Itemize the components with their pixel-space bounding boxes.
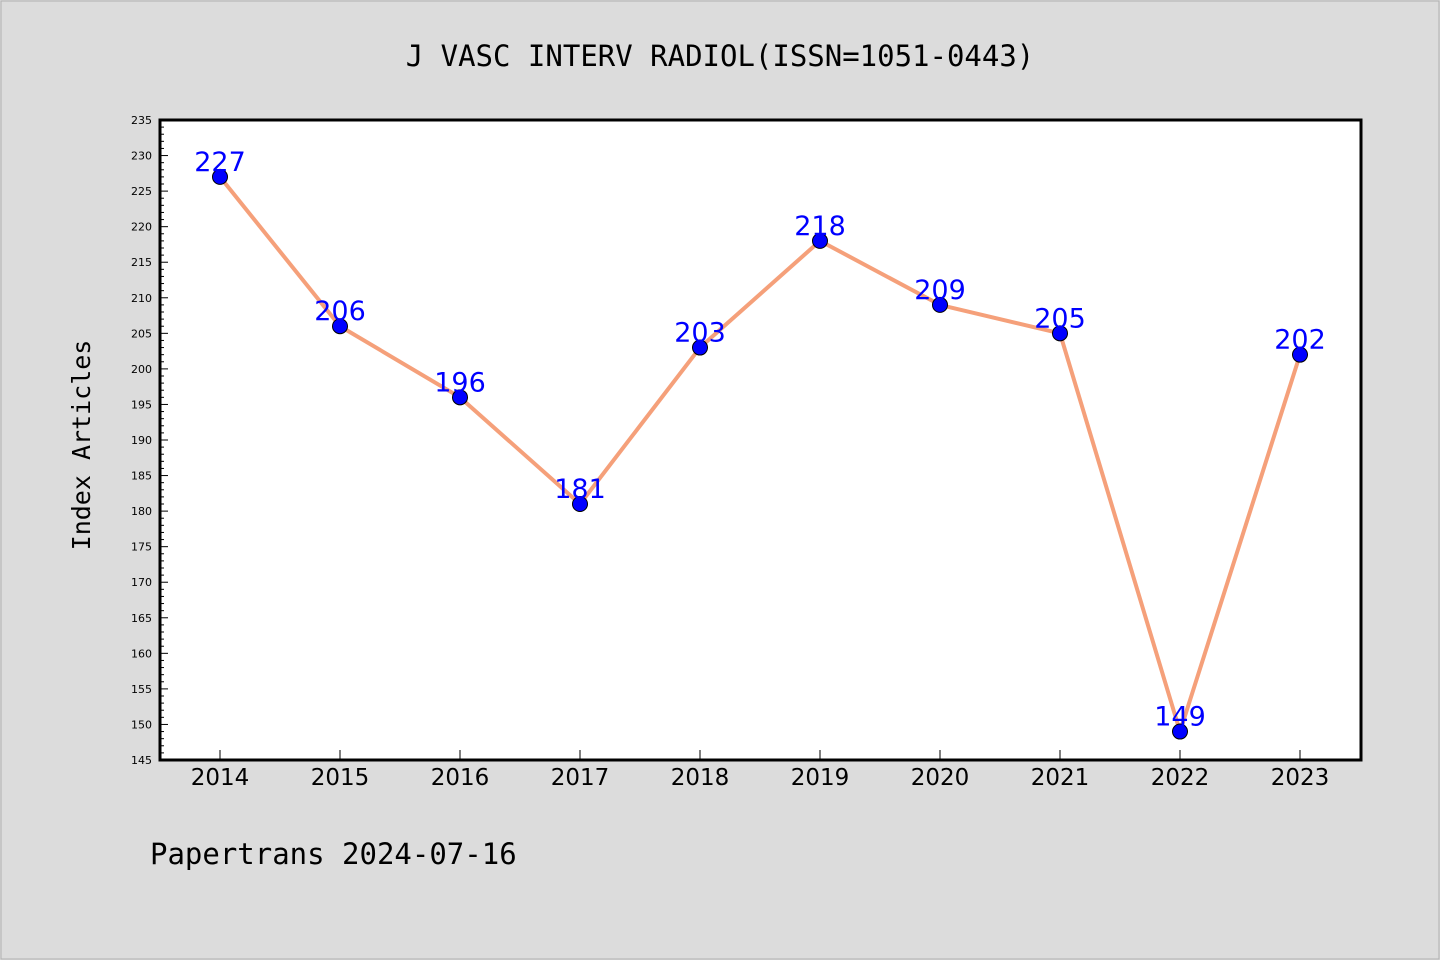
y-tick-label: 160	[131, 647, 152, 660]
y-tick-label: 145	[131, 754, 152, 767]
plot-frame	[158, 118, 1363, 762]
y-tick-label: 180	[131, 505, 152, 518]
series-line	[218, 175, 1302, 734]
y-tick-label: 175	[131, 541, 152, 554]
chart-title: J VASC INTERV RADIOL(ISSN=1051-0443)	[406, 39, 1035, 73]
data-point-2021	[1052, 325, 1068, 342]
y-tick-label: 185	[131, 470, 152, 483]
x-tick-label: 2023	[1271, 765, 1330, 791]
x-axis-ticks: 2014 2015 2016 2017 2018 2019 2020 2021 2022 2023	[191, 750, 1330, 791]
data-label-2014: 227	[194, 147, 246, 178]
data-label-2018: 203	[674, 318, 726, 349]
data-point-2014	[212, 168, 228, 185]
y-tick-label: 170	[131, 576, 152, 589]
x-tick-label: 2014	[191, 765, 250, 791]
data-label-2015: 206	[314, 296, 366, 327]
data-label-group: 227 206 196 181 203 218 209 205 149 202	[194, 147, 1326, 733]
series-point-group	[212, 168, 1308, 740]
y-tick-label: 200	[131, 363, 152, 376]
data-label-2017: 181	[554, 474, 606, 505]
y-tick-label: 205	[131, 327, 152, 340]
y-tick-label: 220	[131, 221, 152, 234]
x-tick-label: 2020	[911, 765, 970, 791]
data-label-2023: 202	[1274, 325, 1326, 356]
y-tick-label: 215	[131, 256, 152, 269]
x-tick-label: 2018	[671, 765, 730, 791]
x-tick-label: 2019	[791, 765, 850, 791]
y-tick-label: 230	[131, 150, 152, 163]
data-point-2015	[332, 318, 348, 335]
watermark-text: Papertrans 2024-07-16	[150, 837, 517, 871]
y-tick-label: 195	[131, 398, 152, 411]
data-point-2023	[1292, 346, 1308, 363]
y-tick-label: 155	[131, 683, 152, 696]
data-point-2020	[932, 296, 948, 313]
y-tick-label: 150	[131, 718, 152, 731]
plot-area	[160, 120, 1361, 760]
data-label-2019: 218	[794, 211, 846, 242]
series-line-group	[218, 175, 1302, 734]
data-point-2018	[692, 339, 708, 356]
x-tick-label: 2015	[311, 765, 370, 791]
data-label-2022: 149	[1154, 702, 1206, 733]
y-tick-label: 235	[131, 114, 152, 127]
x-tick-label: 2021	[1031, 765, 1090, 791]
data-point-2016	[452, 389, 468, 406]
x-tick-label: 2022	[1151, 765, 1210, 791]
y-tick-label: 165	[131, 612, 152, 625]
x-tick-label: 2017	[551, 765, 610, 791]
y-tick-label: 210	[131, 292, 152, 305]
y-axis-label: Index Articles	[67, 340, 96, 551]
data-point-2017	[572, 496, 588, 512]
y-axis-ticks: 145 150 155 160 165 170 175 180 185 190 195 200 205 2…	[131, 114, 168, 767]
data-label-2016: 196	[434, 367, 486, 398]
y-tick-label: 190	[131, 434, 152, 447]
data-label-2021: 205	[1034, 303, 1086, 334]
data-label-2020: 209	[914, 275, 966, 306]
data-point-2022	[1172, 723, 1188, 740]
x-tick-label: 2016	[431, 765, 490, 791]
data-point-2019	[812, 232, 828, 249]
y-tick-label: 225	[131, 185, 152, 198]
